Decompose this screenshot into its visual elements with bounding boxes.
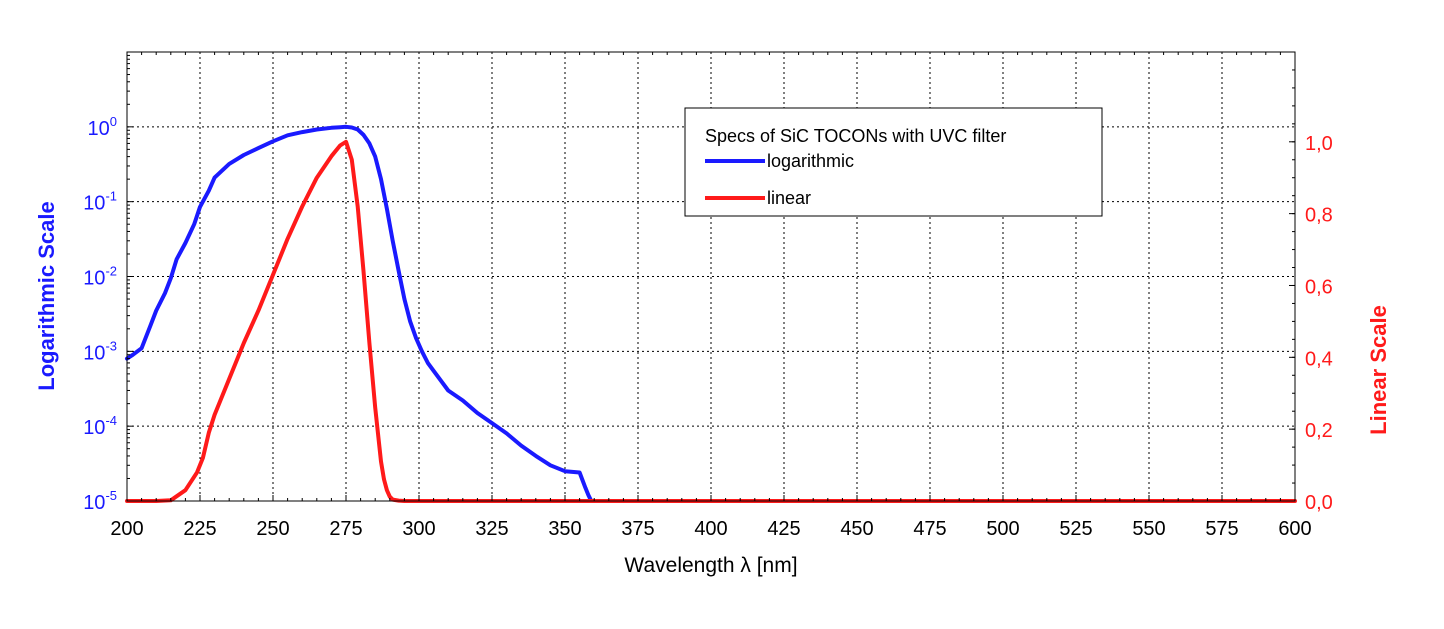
x-tick-label: 375 bbox=[621, 518, 654, 540]
y-left-tick-label: 10-5 bbox=[83, 488, 117, 514]
x-tick-label: 475 bbox=[913, 518, 946, 540]
y-right-tick-label: 0,4 bbox=[1305, 348, 1333, 370]
ticks-layer: 200 225 250 275 300 325 350 375 400 425 450 475 500 5… bbox=[83, 52, 1333, 540]
x-tick-label: 575 bbox=[1205, 518, 1238, 540]
x-tick-label: 300 bbox=[402, 518, 435, 540]
x-tick-label: 550 bbox=[1132, 518, 1165, 540]
y-right-tick-label: 1,0 bbox=[1305, 133, 1333, 155]
y-left-tick-label: 100 bbox=[88, 114, 117, 140]
x-tick-label: 350 bbox=[548, 518, 581, 540]
x-tick-label: 425 bbox=[767, 518, 800, 540]
x-tick-label: 500 bbox=[986, 518, 1019, 540]
legend-label-logarithmic: logarithmic bbox=[767, 151, 854, 171]
y-left-axis-title: Logarithmic Scale bbox=[34, 201, 59, 391]
x-tick-label: 450 bbox=[840, 518, 873, 540]
y-left-tick-label: 10-2 bbox=[83, 264, 117, 290]
x-tick-label: 600 bbox=[1278, 518, 1311, 540]
y-left-tick-label: 10-4 bbox=[83, 413, 117, 439]
y-left-tick-label: 10-3 bbox=[83, 338, 117, 364]
legend-title: Specs of SiC TOCONs with UVC filter bbox=[705, 126, 1006, 146]
series-line-logarithmic bbox=[125, 124, 597, 503]
x-tick-label: 275 bbox=[329, 518, 362, 540]
x-tick-label: 525 bbox=[1059, 518, 1092, 540]
legend-label-linear: linear bbox=[767, 188, 811, 208]
x-tick-label: 250 bbox=[256, 518, 289, 540]
y-right-tick-label: 0,0 bbox=[1305, 492, 1333, 514]
legend: Specs of SiC TOCONs with UVC filter loga… bbox=[684, 107, 1103, 217]
y-left-tick-label: 10-1 bbox=[83, 189, 117, 215]
x-tick-label: 325 bbox=[475, 518, 508, 540]
y-right-tick-label: 0,8 bbox=[1305, 205, 1333, 227]
x-tick-label: 400 bbox=[694, 518, 727, 540]
x-tick-label: 200 bbox=[110, 518, 143, 540]
y-right-axis-title: Linear Scale bbox=[1366, 305, 1391, 435]
x-axis-title: Wavelength λ [nm] bbox=[624, 554, 797, 577]
y-right-tick-label: 0,6 bbox=[1305, 276, 1333, 298]
y-right-tick-label: 0,2 bbox=[1305, 420, 1333, 442]
x-tick-label: 225 bbox=[183, 518, 216, 540]
